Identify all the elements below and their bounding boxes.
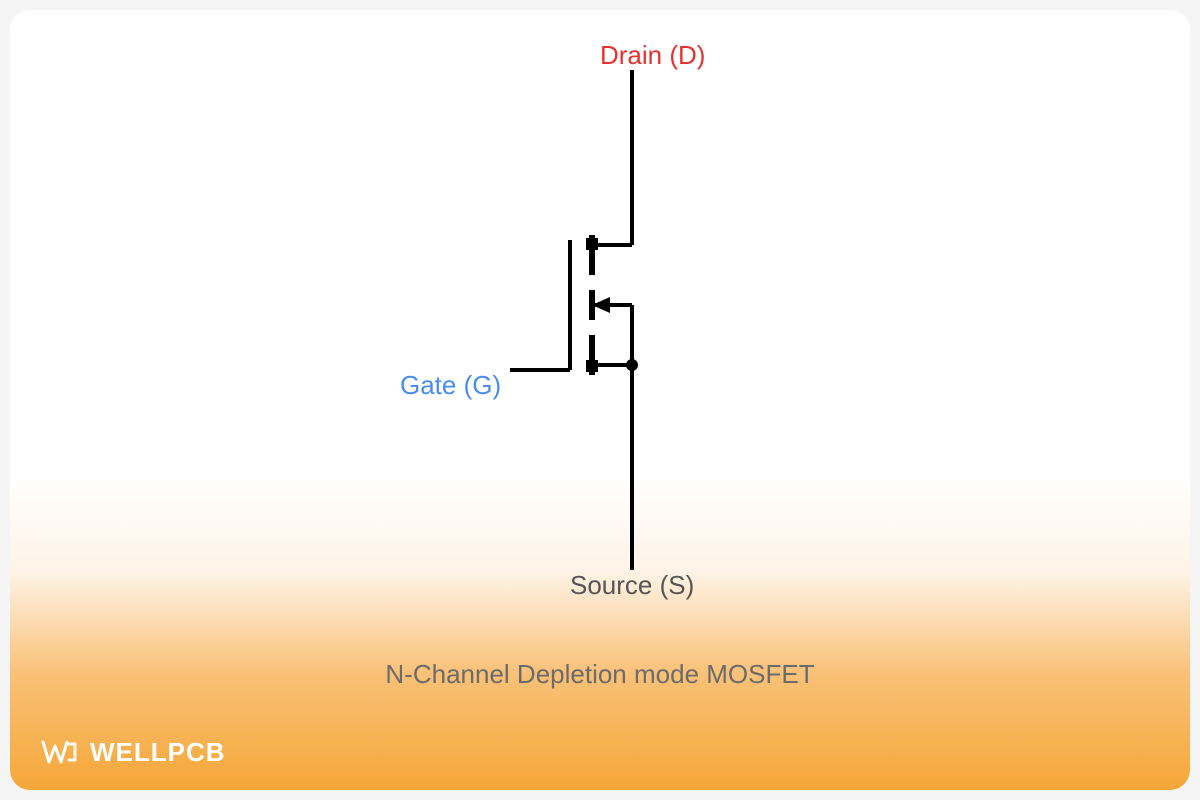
- drain-label: Drain (D): [600, 40, 705, 71]
- figure-caption: N-Channel Depletion mode MOSFET: [10, 659, 1190, 690]
- source-label: Source (S): [570, 570, 694, 601]
- brand-logo: WELLPCB: [40, 736, 226, 768]
- brand-name: WELLPCB: [90, 737, 226, 768]
- figure-card: Drain (D) Gate (G) Source (S) N-Channel …: [10, 10, 1190, 790]
- diagram-area: Drain (D) Gate (G) Source (S): [10, 40, 1190, 600]
- mosfet-symbol: [500, 70, 700, 590]
- wellpcb-logo-icon: [40, 736, 80, 768]
- gate-label: Gate (G): [400, 370, 501, 401]
